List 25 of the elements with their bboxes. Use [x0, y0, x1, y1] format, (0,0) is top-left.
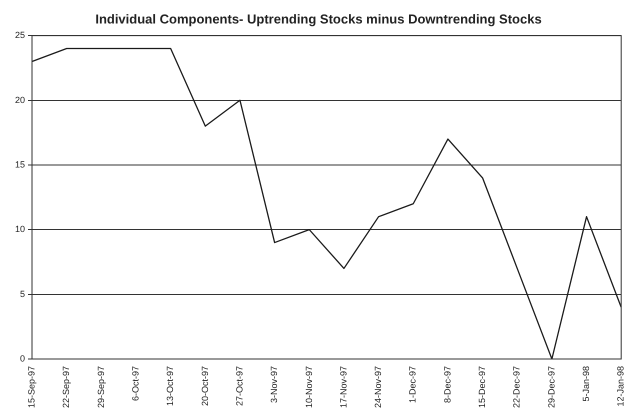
x-tick-label: 6-Oct-97 — [130, 366, 140, 401]
chart-title: Individual Components- Uptrending Stocks minus Downtrending Stocks — [95, 11, 542, 26]
y-tick-label: 15 — [14, 159, 26, 170]
x-tick-label: 29-Sep-97 — [96, 366, 106, 408]
y-tick-label: 25 — [14, 30, 26, 40]
x-tick-label: 8-Dec-97 — [442, 366, 452, 403]
y-tick-label: 5 — [20, 288, 26, 299]
x-tick-label: 24-Nov-97 — [373, 366, 384, 408]
x-tick-label: 3-Nov-97 — [269, 366, 280, 403]
x-tick-label: 17-Nov-97 — [338, 366, 348, 408]
x-tick-label: 12-Jan-98 — [616, 366, 626, 406]
x-tick-label: 15-Sep-97 — [26, 366, 36, 408]
x-tick-label: 27-Oct-97 — [234, 366, 244, 406]
x-tick-label: 5-Jan-98 — [581, 366, 592, 402]
x-tick-label: 13-Oct-97 — [165, 366, 176, 406]
x-tick-label: 22-Dec-97 — [512, 366, 522, 408]
x-tick-label: 15-Dec-97 — [477, 366, 488, 408]
x-tick-label: 10-Nov-97 — [304, 366, 314, 408]
x-tick-label: 29-Dec-97 — [546, 366, 556, 408]
x-tick-label: 1-Dec-97 — [408, 366, 418, 403]
y-tick-label: 0 — [20, 353, 26, 364]
x-tick-label: 22-Sep-97 — [61, 366, 72, 408]
x-tick-label: 20-Oct-97 — [200, 366, 210, 406]
y-tick-label: 20 — [14, 94, 26, 105]
y-tick-label: 10 — [14, 224, 26, 234]
